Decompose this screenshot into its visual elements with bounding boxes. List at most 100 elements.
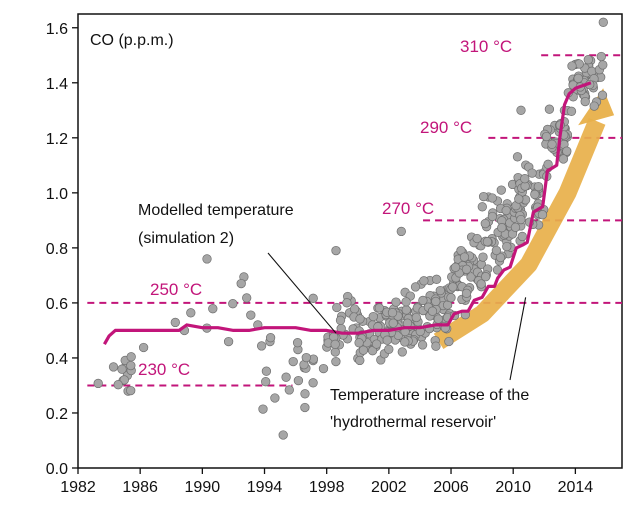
data-point-227 (400, 337, 410, 347)
data-point-389 (516, 214, 526, 225)
data-point-154 (371, 339, 382, 349)
data-point-13 (117, 364, 127, 374)
reference-lines (87, 54, 622, 387)
data-point-330 (478, 252, 488, 262)
data-point-287 (461, 264, 472, 274)
data-point-388 (537, 210, 548, 220)
data-point-36 (308, 293, 318, 303)
data-point-385 (530, 189, 540, 200)
data-point-94 (397, 347, 407, 357)
data-point-46 (288, 356, 298, 367)
data-point-263 (446, 293, 456, 303)
data-point-45 (281, 372, 291, 382)
y-tick-label-0.8: 0.8 (46, 241, 68, 258)
data-point-291 (461, 288, 472, 298)
data-point-42 (292, 338, 303, 348)
data-point-132 (358, 345, 369, 355)
data-point-498 (580, 96, 590, 107)
x-tick-label-2010: 2010 (495, 479, 531, 496)
data-point-491 (598, 60, 608, 70)
data-point-15 (170, 317, 180, 328)
data-point-146 (387, 308, 398, 318)
data-point-274 (448, 282, 458, 292)
data-point-71 (342, 298, 352, 308)
data-point-441 (547, 139, 557, 149)
model-annotation-line1: Modelled temperature (138, 202, 294, 219)
plot-frame (77, 13, 623, 469)
data-point-509 (396, 226, 406, 237)
data-point-500 (573, 73, 583, 83)
data-point-233 (427, 306, 438, 316)
data-point-44 (301, 352, 311, 363)
data-point-342 (480, 218, 490, 229)
x-tick-label-2002: 2002 (371, 479, 407, 496)
data-point-11 (113, 380, 123, 390)
data-point-322 (492, 265, 503, 275)
data-point-438 (562, 146, 572, 156)
data-point-295 (496, 185, 506, 195)
data-point-33 (256, 341, 267, 351)
data-point-341 (501, 205, 511, 216)
data-point-220 (431, 341, 441, 351)
data-point-193 (418, 295, 428, 306)
ref-label-270: 270 °C (382, 199, 434, 218)
data-point-226 (401, 305, 411, 315)
data-point-43 (293, 375, 304, 386)
y-tick-label-1.2: 1.2 (46, 131, 68, 148)
data-point-20 (228, 299, 238, 309)
data-point-53 (318, 363, 329, 374)
increase-annotation-line2: 'hydrothermal reservoir' (330, 414, 496, 431)
data-point-402 (527, 168, 537, 178)
data-point-229 (401, 297, 411, 307)
data-point-275 (472, 233, 482, 244)
data-point-234 (411, 312, 421, 323)
data-point-504 (278, 430, 288, 440)
y-tick-label-0.4: 0.4 (46, 351, 68, 368)
y-tick-label-1.4: 1.4 (46, 76, 68, 93)
data-point-114 (391, 297, 401, 307)
data-point-343 (487, 193, 497, 203)
data-point-41 (265, 333, 276, 343)
x-tick-label-1982: 1982 (60, 479, 96, 496)
y-tick-label-0.0: 0.0 (46, 461, 68, 478)
data-point-155 (354, 338, 364, 348)
model-annotation-pointer (267, 252, 337, 334)
data-point-379 (510, 222, 521, 232)
data-point-26 (258, 404, 268, 414)
data-point-508 (331, 245, 341, 256)
data-point-337 (502, 241, 512, 252)
y-tick-label-0.2: 0.2 (46, 406, 68, 423)
data-point-156 (384, 344, 394, 354)
data-point-6 (126, 352, 136, 362)
axis-ticks: 1982 1986 1990 1994 1998 2002 2006 2010 2014 0.0 0… (46, 21, 594, 496)
data-point-487 (583, 55, 593, 65)
data-point-0 (93, 378, 103, 389)
data-point-345 (481, 272, 491, 282)
increase-annotation-line1: Temperature increase of the (330, 387, 529, 404)
data-point-29 (261, 377, 271, 387)
data-point-340 (497, 223, 507, 233)
data-point-372 (517, 231, 527, 242)
data-point-400 (520, 174, 530, 184)
data-point-506 (202, 254, 212, 264)
data-point-497 (597, 90, 608, 100)
data-point-482 (567, 61, 577, 71)
data-point-323 (495, 252, 506, 263)
data-point-507 (236, 278, 246, 289)
model-annotation-line2: (simulation 2) (138, 230, 234, 247)
data-point-235 (419, 276, 429, 286)
data-point-325 (477, 202, 487, 212)
data-point-398 (533, 181, 544, 192)
data-point-17 (208, 304, 218, 314)
increase-annotation-pointer (509, 297, 527, 381)
data-point-327 (478, 191, 489, 202)
data-point-461 (596, 51, 606, 62)
ref-label-250: 250 °C (150, 280, 202, 299)
data-point-25 (223, 336, 234, 347)
data-point-447 (558, 154, 569, 164)
ref-label-290: 290 °C (420, 118, 472, 137)
data-point-416 (544, 104, 555, 114)
data-point-183 (410, 282, 421, 292)
